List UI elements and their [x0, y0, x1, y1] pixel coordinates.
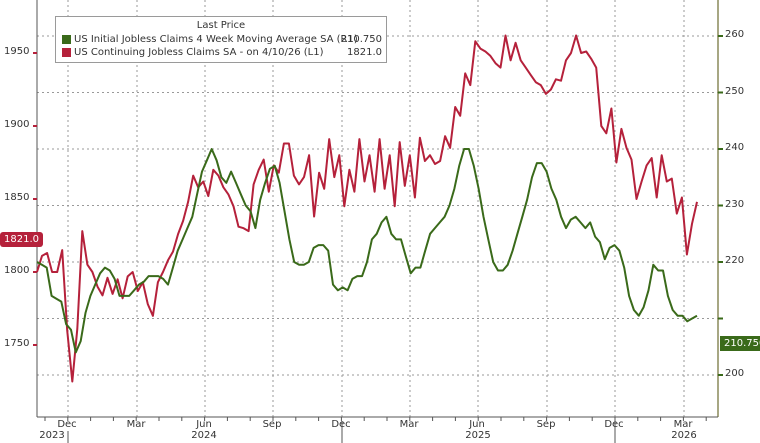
- x-axis-year-label: 2023: [39, 430, 65, 441]
- x-axis-month-label: Dec: [331, 419, 351, 430]
- initial-claims-line: [36, 148, 698, 354]
- right-axis-tick-label: 230: [725, 198, 745, 210]
- legend-value: 1821.0: [347, 47, 382, 58]
- x-axis-month-label: Dec: [57, 419, 77, 430]
- right-axis-tick-label: 260: [725, 29, 745, 40]
- x-axis-year-label: 2026: [671, 430, 697, 441]
- right-axis-tick-label: 200: [725, 368, 745, 379]
- legend-label: US Initial Jobless Claims 4 Week Moving …: [74, 34, 358, 45]
- legend-item-initial-claims: US Initial Jobless Claims 4 Week Moving …: [62, 33, 382, 46]
- axes: [33, 0, 723, 443]
- x-axis-month-label: Mar: [399, 419, 419, 430]
- left-axis-tick-label: 1950: [4, 46, 30, 57]
- left-axis-tick-label: 1800: [4, 265, 30, 276]
- continuing-claims-line: [36, 34, 698, 383]
- right-axis-tick-label: 220: [725, 255, 745, 266]
- x-axis-month-label: Mar: [126, 419, 146, 430]
- legend-title: Last Price: [196, 20, 246, 31]
- left-axis-tick-label: 1850: [4, 192, 30, 203]
- x-axis-month-label: Jun: [196, 419, 212, 430]
- left-axis-tick-label: 1900: [4, 119, 30, 130]
- legend-item-continuing-claims: US Continuing Jobless Claims SA - on 4/1…: [62, 46, 382, 59]
- x-axis-month-label: Mar: [673, 419, 693, 430]
- right-axis-tick-label: 240: [725, 142, 745, 153]
- left-axis-tick-label: 1750: [4, 338, 30, 349]
- x-axis-year-label: 2025: [465, 430, 491, 441]
- x-axis-month-label: Dec: [604, 419, 624, 430]
- green-swatch-icon: [62, 35, 71, 44]
- right-axis-tick-label: 250: [725, 85, 745, 97]
- x-axis-month-label: Sep: [262, 419, 282, 430]
- red-swatch-icon: [62, 48, 71, 57]
- legend-label: US Continuing Jobless Claims SA - on 4/1…: [74, 47, 324, 58]
- x-axis-year-label: 2024: [191, 430, 217, 441]
- x-axis-month-label: Jun: [469, 419, 485, 430]
- legend-value: 210.750: [340, 34, 382, 45]
- last-value-badge-left: 1821.0: [0, 232, 43, 247]
- legend: Last Price US Initial Jobless Claims 4 W…: [55, 16, 387, 63]
- x-axis-month-label: Sep: [536, 419, 556, 430]
- last-value-badge-right: 210.750: [720, 336, 760, 351]
